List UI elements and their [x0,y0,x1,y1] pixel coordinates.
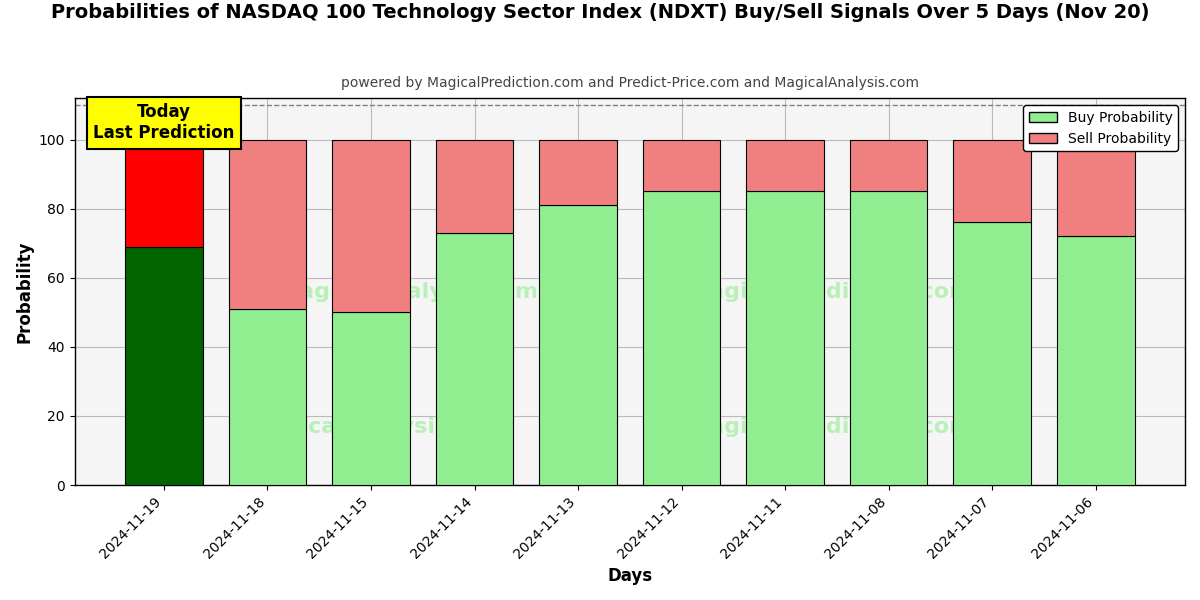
Bar [332,313,410,485]
Bar [229,140,306,309]
Bar [953,140,1031,223]
Text: calAnalysis.com: calAnalysis.com [307,417,508,437]
Bar [953,223,1031,485]
X-axis label: Days: Days [607,567,653,585]
Bar [436,140,514,233]
Bar [850,191,928,485]
Bar [746,140,824,191]
Bar [229,309,306,485]
Title: powered by MagicalPrediction.com and Predict-Price.com and MagicalAnalysis.com: powered by MagicalPrediction.com and Pre… [341,76,919,90]
Bar [1057,236,1134,485]
Bar [436,233,514,485]
Text: MagicalPrediction.com: MagicalPrediction.com [688,417,972,437]
Bar [539,140,617,205]
Text: Today
Last Prediction: Today Last Prediction [94,103,235,142]
Bar [332,140,410,313]
Text: MagicalAnalysis.com: MagicalAnalysis.com [277,281,539,302]
Bar [746,191,824,485]
Legend: Buy Probability, Sell Probability: Buy Probability, Sell Probability [1024,105,1178,151]
Text: Probabilities of NASDAQ 100 Technology Sector Index (NDXT) Buy/Sell Signals Over: Probabilities of NASDAQ 100 Technology S… [50,3,1150,22]
Bar [850,140,928,191]
Bar [643,191,720,485]
Y-axis label: Probability: Probability [16,241,34,343]
Bar [1057,140,1134,236]
Bar [125,247,203,485]
Text: MagicalPrediction.com: MagicalPrediction.com [688,281,972,302]
Bar [125,140,203,247]
Bar [539,205,617,485]
Bar [643,140,720,191]
